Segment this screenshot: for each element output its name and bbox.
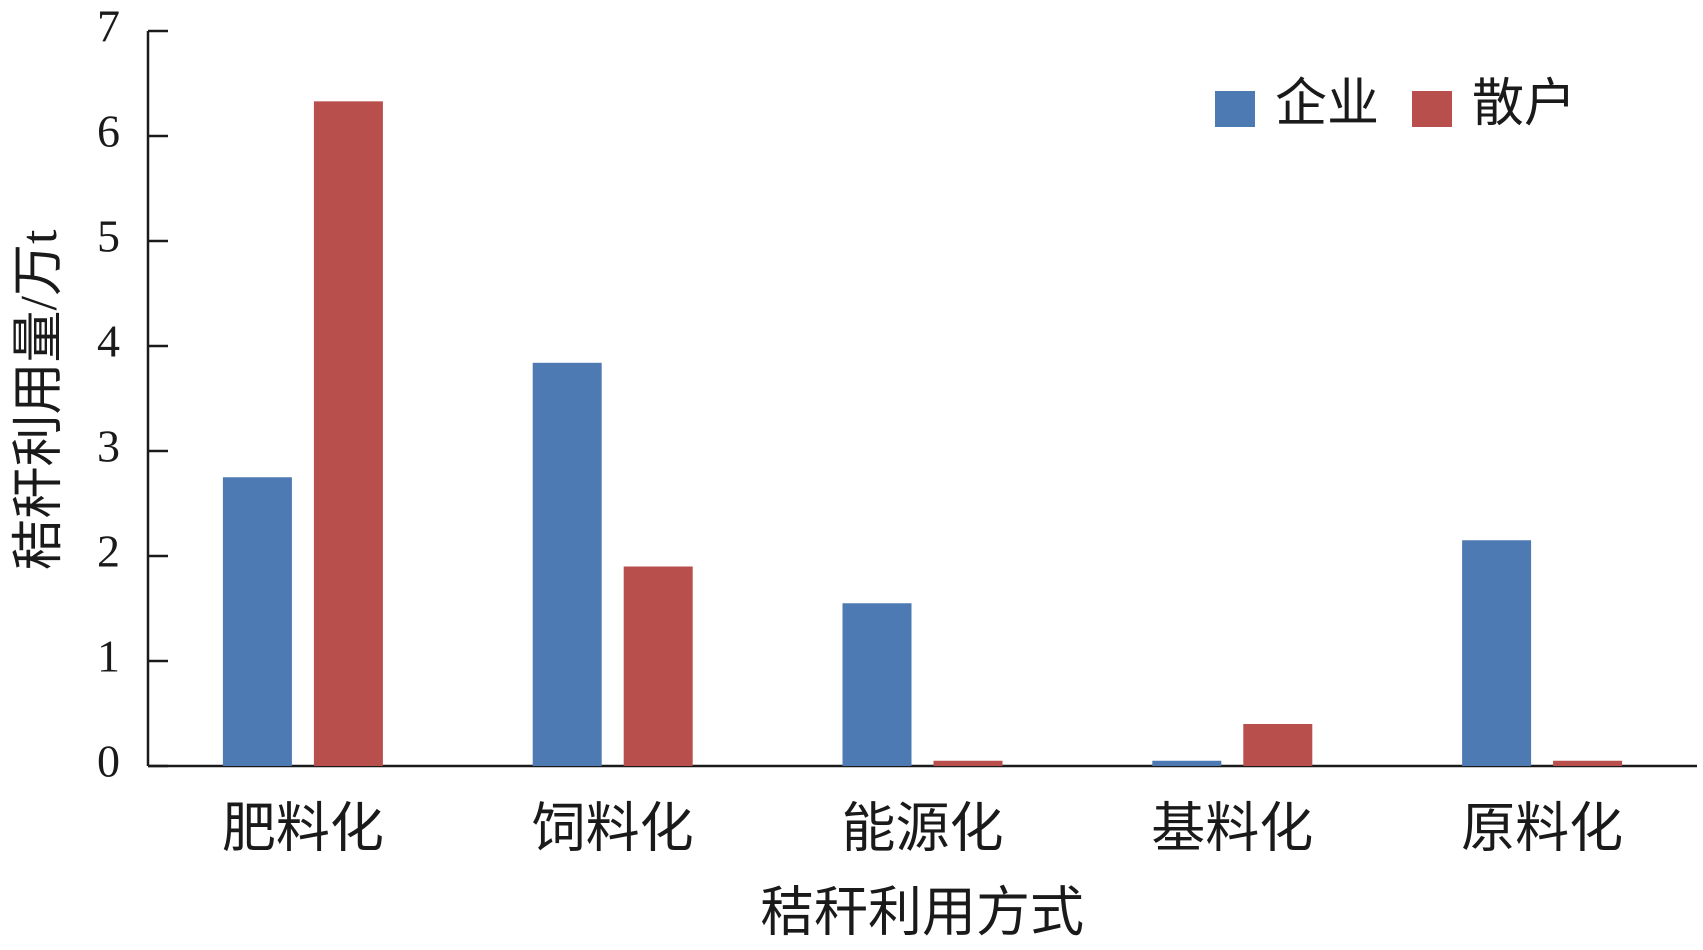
x-tick-label: 肥料化: [222, 798, 384, 858]
legend-swatch: [1412, 91, 1452, 127]
y-tick-label: 0: [97, 736, 120, 787]
y-tick-label: 1: [97, 631, 120, 682]
bar: [222, 477, 292, 766]
bar: [623, 566, 693, 766]
bar: [842, 603, 912, 766]
bar: [532, 362, 602, 766]
y-tick-label: 7: [97, 1, 120, 52]
y-tick-label: 4: [97, 316, 120, 367]
x-tick-label: 原料化: [1461, 798, 1623, 858]
y-tick-label: 2: [97, 526, 120, 577]
x-tick-label: 基料化: [1151, 798, 1313, 858]
legend-label: 散户: [1472, 76, 1576, 133]
legend-label: 企业: [1275, 76, 1379, 133]
x-tick-label: 能源化: [842, 798, 1004, 858]
bar: [1553, 760, 1623, 766]
bar: [1243, 724, 1313, 766]
x-axis-title: 秸秆利用方式: [760, 882, 1084, 942]
legend-swatch: [1215, 91, 1255, 127]
bar: [933, 760, 1003, 766]
bar: [1152, 760, 1222, 766]
y-tick-label: 6: [97, 106, 120, 157]
y-tick-label: 5: [97, 211, 120, 262]
bar: [1462, 540, 1532, 766]
bar: [313, 101, 383, 767]
y-tick-label: 3: [97, 421, 120, 472]
y-axis-title: 秸秆利用量/万t: [11, 229, 68, 570]
x-tick-label: 饲料化: [532, 798, 694, 858]
